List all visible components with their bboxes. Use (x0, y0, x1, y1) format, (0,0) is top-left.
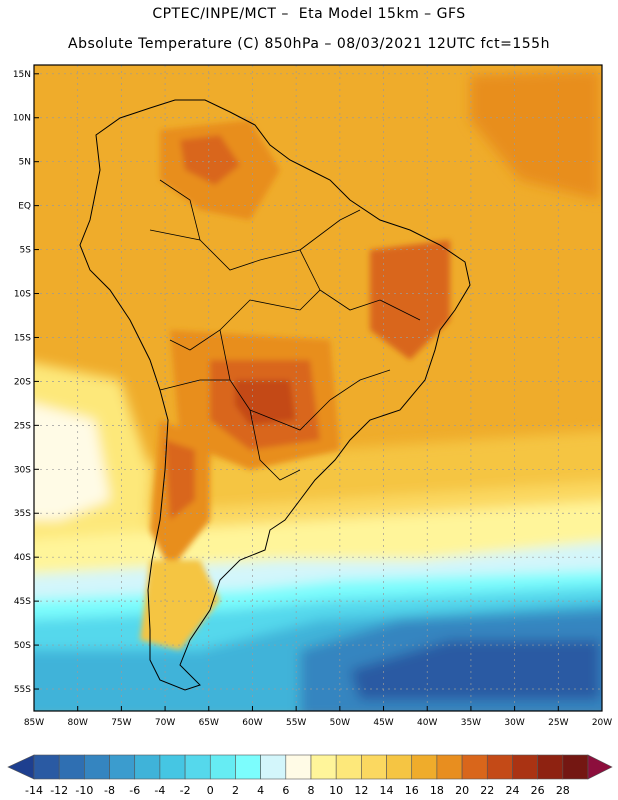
colorbar-segment (84, 754, 110, 780)
colorbar-segment (411, 754, 438, 780)
colorbar-segment (235, 754, 261, 780)
lat-tick-label: 15N (13, 70, 31, 80)
lon-tick-label: 75W (111, 718, 131, 728)
colorbar-segment (134, 754, 161, 780)
colorbar-segment (159, 754, 186, 780)
colorbar-label: 16 (405, 784, 419, 797)
colorbar-segment (109, 754, 136, 780)
lat-tick-label: 45S (14, 597, 31, 607)
colorbar-label: 26 (531, 784, 545, 797)
lon-tick-label: 25W (548, 718, 568, 728)
lon-tick-label: 80W (68, 718, 88, 728)
lon-tick-label: 65W (199, 718, 219, 728)
colorbar-label: 18 (430, 784, 444, 797)
colorbar-label: 14 (380, 784, 394, 797)
country-borders (149, 179, 421, 481)
colorbar-segment (184, 754, 211, 780)
colorbar-label: -6 (129, 784, 140, 797)
colorbar-label: 24 (505, 784, 519, 797)
lat-tick-label: 15S (14, 333, 31, 343)
temperature-field (34, 65, 602, 711)
colorbar-segment (310, 754, 337, 780)
map-frame (33, 64, 603, 712)
lat-tick-label: 5N (19, 158, 31, 168)
colorbar-segment (58, 754, 85, 780)
colorbar-segment (33, 754, 60, 780)
colorbar-segment (209, 754, 236, 780)
colorbar-label: 0 (207, 784, 214, 797)
colorbar-label: -12 (50, 784, 68, 797)
colorbar: -14 -12 -10 -8 -6 -4 -2 0 2 4 6 8 10 12 14 16 18 20 22 24 26… (7, 754, 613, 797)
colorbar-label: 12 (354, 784, 368, 797)
colorbar-label: -14 (25, 784, 43, 797)
colorbar-label: -8 (104, 784, 115, 797)
lon-tick-label: 20W (592, 718, 612, 728)
colorbar-label: 20 (455, 784, 469, 797)
lat-tick-label: 25S (14, 421, 31, 431)
colorbar-label: 8 (308, 784, 315, 797)
colorbar-segment (461, 754, 488, 780)
lat-tick-label: 35S (14, 509, 31, 519)
colorbar-label: -2 (180, 784, 191, 797)
graticule (34, 65, 602, 711)
lat-tick-label: 20S (14, 377, 31, 387)
lon-tick-label: 85W (24, 718, 44, 728)
lon-tick-label: 60W (242, 718, 262, 728)
lat-tick-label: 5S (20, 246, 32, 256)
lon-tick-label: 30W (504, 718, 524, 728)
lon-tick-label: 35W (461, 718, 481, 728)
colorbar-segment (335, 754, 362, 780)
latitude-axis: 15N 10N 5N EQ 5S 10S 15S 20S 25S 30S 35S 40S 45S 50S 5… (13, 70, 39, 695)
chart-title-line1: CPTEC/INPE/MCT – Eta Model 15km – GFS (152, 6, 466, 22)
lon-tick-label: 40W (417, 718, 437, 728)
colorbar-segment (361, 754, 387, 780)
colorbar-label: 22 (480, 784, 494, 797)
lon-tick-label: 45W (373, 718, 393, 728)
colorbar-label: 10 (329, 784, 343, 797)
lat-tick-label: 55S (14, 685, 31, 695)
lon-tick-label: 55W (286, 718, 306, 728)
colorbar-segment (436, 754, 463, 780)
colorbar-label: 4 (257, 784, 264, 797)
lat-tick-label: 30S (14, 465, 31, 475)
lat-tick-label: 10S (14, 290, 31, 300)
colorbar-label: -4 (154, 784, 165, 797)
colorbar-label: -10 (75, 784, 93, 797)
colorbar-segment (386, 754, 413, 780)
colorbar-right-arrow (587, 754, 613, 780)
lon-tick-label: 50W (330, 718, 350, 728)
lat-tick-label: 40S (14, 553, 31, 563)
colorbar-label: 28 (556, 784, 570, 797)
colorbar-segment (285, 754, 312, 780)
colorbar-segment (260, 754, 287, 780)
colorbar-segment (562, 754, 589, 780)
lat-tick-label: 50S (14, 641, 31, 651)
colorbar-label: 2 (232, 784, 239, 797)
lon-tick-label: 70W (155, 718, 175, 728)
colorbar-segment (512, 754, 538, 780)
chart-title-line2: Absolute Temperature (C) 850hPa – 08/03/… (68, 36, 550, 52)
colorbar-segment (537, 754, 564, 780)
lat-tick-label: EQ (18, 202, 31, 212)
colorbar-segment (486, 754, 513, 780)
lat-tick-label: 10N (13, 114, 31, 124)
colorbar-left-arrow (7, 754, 35, 780)
longitude-axis: 85W 80W 75W 70W 65W 60W 55W 50W 45W 40W 35W 30W 25W 2… (24, 706, 612, 728)
colorbar-label: 6 (282, 784, 289, 797)
